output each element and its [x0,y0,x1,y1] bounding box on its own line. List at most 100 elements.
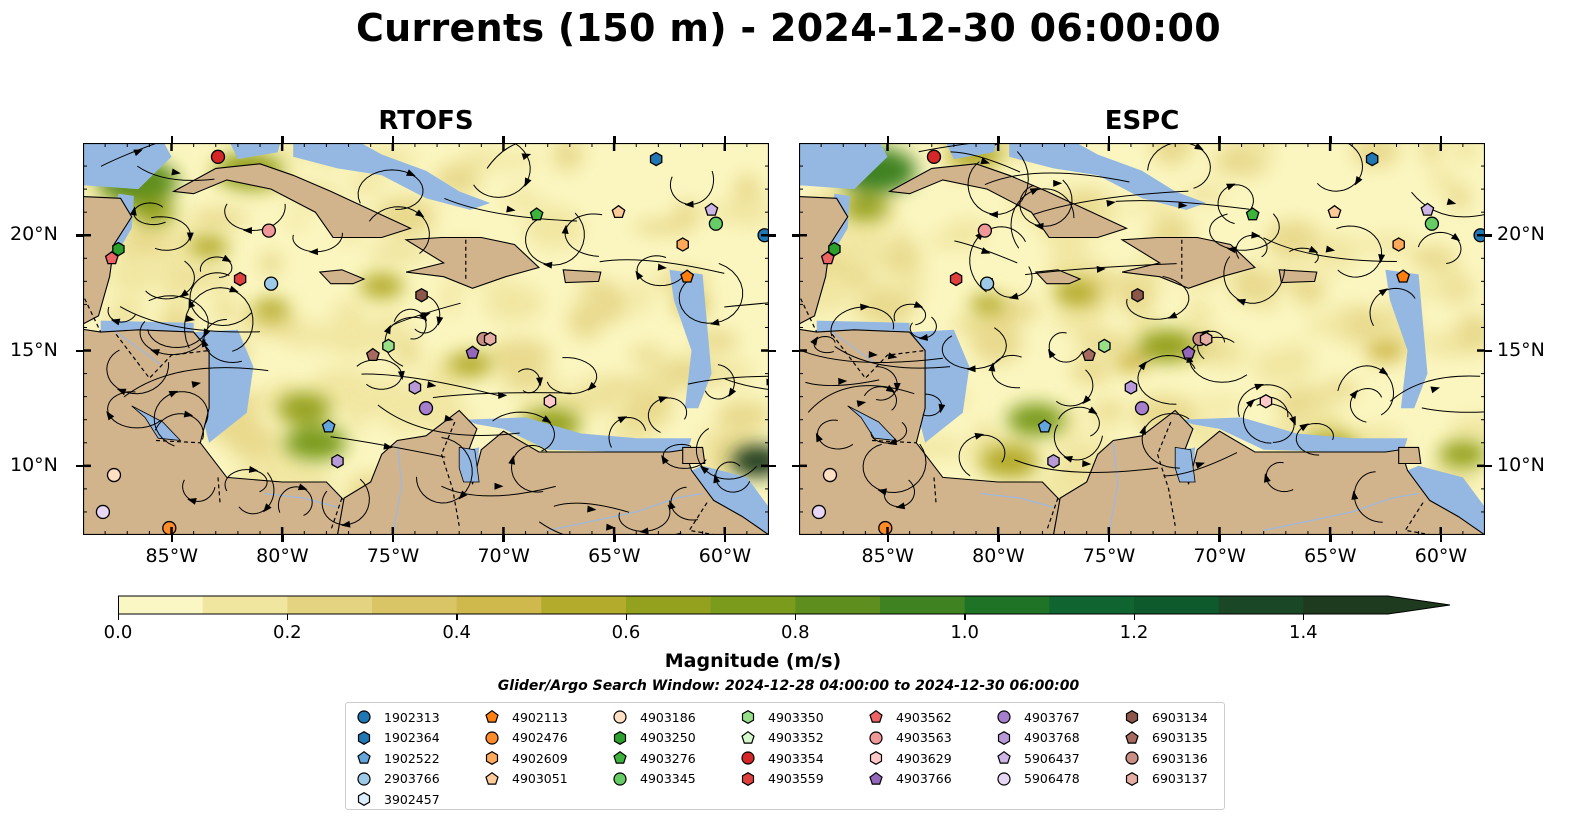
streamline-arrow [1251,231,1261,239]
legend-item-label: 4902476 [512,730,568,746]
float-4903276[interactable] [529,207,544,221]
lon-label: 70°W [1193,545,1246,567]
float-6903134[interactable] [415,287,428,303]
map-espc[interactable] [799,143,1485,535]
streamline-arrow [988,362,996,372]
colorbar-segment [1218,596,1304,614]
streamline-arrow [728,387,737,398]
float-4903559[interactable] [949,271,963,287]
float-4903562[interactable] [820,250,835,265]
float-4903767[interactable] [418,401,434,416]
border-7 [688,502,717,535]
hexagon-marker-icon [357,730,371,745]
float-5906437[interactable] [1420,202,1435,216]
float-4903186[interactable] [106,467,122,483]
float-2903766[interactable] [979,276,995,291]
float-4903350[interactable] [382,338,395,354]
streamline-arrow [1226,183,1236,191]
float-4903345[interactable] [708,216,724,231]
float-4903766[interactable] [465,345,480,359]
float-5906478[interactable] [95,504,111,520]
float-5906437[interactable] [704,202,719,216]
float-4903186[interactable] [822,467,838,483]
legend-item: 4903352 [740,728,824,749]
streamline [724,302,769,308]
legend-item: 3902457 [356,789,440,810]
current-speed-patch [1272,222,1297,260]
float-4902476[interactable] [162,520,177,535]
float-6903134[interactable] [1131,287,1144,303]
float-4903345[interactable] [1424,216,1440,231]
streamline [1115,200,1250,210]
float-4903766b[interactable] [1047,453,1060,469]
float-1902522[interactable] [321,419,336,433]
streamline-arrow [1430,386,1441,394]
float-6903135[interactable] [365,347,380,362]
map-rtofs[interactable] [83,143,769,535]
streamline-arrow [308,248,318,256]
lon-outer-tick [1107,535,1111,542]
float-4902113[interactable] [1396,269,1411,283]
streamline [950,151,1021,173]
float-4902609[interactable] [1392,237,1405,252]
float-4903563[interactable] [261,223,277,238]
current-speed-patch [283,213,309,230]
float-4903559[interactable] [233,271,247,287]
current-speed-patch [891,230,913,275]
land-puertorico [1278,269,1318,284]
float-5906478[interactable] [811,504,827,520]
streamline [834,345,951,369]
streamline-arrow [966,365,976,373]
float-4903629[interactable] [1259,394,1273,409]
float-4903563[interactable] [977,223,993,238]
float-4903629[interactable] [543,394,557,409]
float-1902522[interactable] [1037,419,1052,433]
colorbar-tick-mark [1302,614,1305,620]
float-4903276[interactable] [1245,207,1260,221]
float-4903350[interactable] [1098,338,1111,354]
float-4903768[interactable] [408,380,422,395]
lat-label: 15°N [1497,338,1545,361]
legend-item: 4903345 [612,769,696,790]
float-4903354[interactable] [926,149,942,164]
jet-patch [359,273,404,299]
float-4902113[interactable] [680,269,695,283]
float-4903051[interactable] [611,204,626,219]
streamline-arrow [918,333,929,341]
legend-item-label: 4903629 [896,750,952,766]
float-4902476[interactable] [878,520,893,535]
float-4902609[interactable] [676,237,689,252]
legend-item: 1902364 [356,728,440,749]
float-4903051[interactable] [1327,204,1342,219]
float-6903137[interactable] [483,331,497,347]
float-4903354[interactable] [210,149,226,164]
current-speed-patch [632,219,695,235]
float-4903766b[interactable] [331,453,344,469]
current-speed-patch [1102,398,1120,420]
streamline-arrow [1139,425,1147,435]
float-1902364[interactable] [649,151,663,167]
border-4 [1046,497,1059,531]
streamline-arrow [179,289,189,298]
current-speed-patch [715,400,769,432]
float-4903766[interactable] [1181,345,1196,359]
streamline-arrow [1053,179,1063,187]
hexagon-marker-icon [1125,710,1139,725]
legend-item-label: 6903137 [1152,771,1208,787]
float-2903766[interactable] [263,276,279,291]
colorbar-tick-label: 1.4 [1289,622,1318,643]
float-markers [811,149,1485,535]
current-speed-patch [511,184,529,201]
float-4903562[interactable] [104,250,119,265]
circle-marker-icon [357,772,371,786]
float-6903135[interactable] [1081,347,1096,362]
float-4903767[interactable] [1134,401,1150,416]
streamline [377,404,520,436]
float-6903137[interactable] [1199,331,1213,347]
streamline-arrow [1034,222,1044,230]
float-4903768[interactable] [1124,380,1138,395]
streamline [984,172,1130,186]
streamline [119,306,260,333]
float-1902364[interactable] [1365,151,1379,167]
legend-item-label: 6903135 [1152,730,1208,746]
